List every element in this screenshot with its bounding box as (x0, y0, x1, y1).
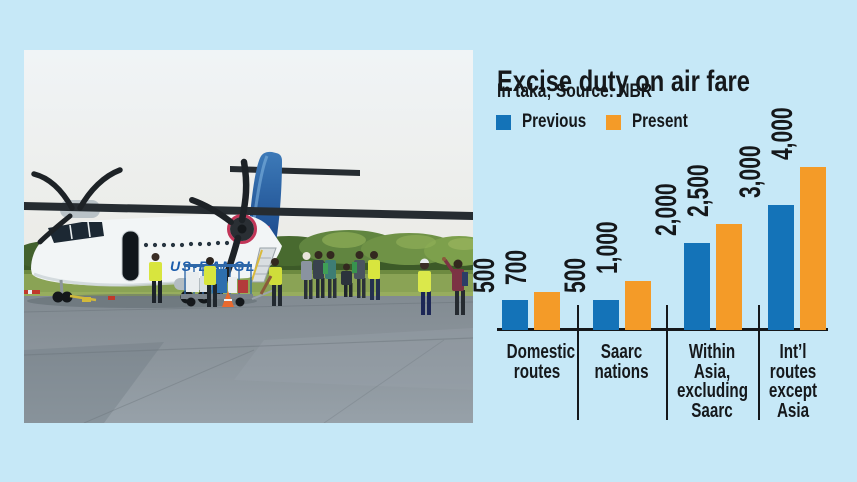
bar-value-label: 2,000 (649, 183, 683, 236)
passenger-1 (301, 252, 313, 299)
legend-label-previous: Previous (522, 111, 587, 132)
legend-swatch-present (606, 114, 622, 130)
bar-present (715, 224, 742, 330)
ground-crew-3 (259, 258, 282, 306)
tarmac (24, 296, 473, 423)
photographer (442, 257, 468, 315)
ground-crew-2 (204, 257, 217, 307)
passenger-3 (323, 251, 337, 298)
aircraft: US-BANGLA (24, 151, 473, 304)
airport-photo: US-BANGLA (24, 50, 473, 423)
bar-previous (592, 300, 619, 330)
category-divider (666, 305, 668, 420)
people (149, 251, 468, 315)
bar-value-label: 700 (500, 250, 533, 286)
ground-equipment (24, 290, 115, 302)
bar-previous (768, 205, 794, 330)
rear-stairs (251, 247, 277, 283)
cockpit-windows (48, 222, 104, 243)
bar-previous (683, 243, 710, 330)
ground-crew-4 (368, 251, 380, 300)
category-label: Within Asia, excluding Saarc (677, 341, 748, 422)
legend-swatch-previous (496, 114, 511, 130)
axis-baseline (497, 328, 828, 331)
bar-present (800, 167, 826, 330)
passenger-5 (352, 251, 366, 298)
category-divider (758, 305, 760, 420)
passenger-2 (313, 251, 325, 298)
bar-value-label: 2,500 (681, 164, 715, 217)
category-divider (577, 305, 579, 420)
bar-present (624, 281, 651, 330)
chart-subtitle: In taka; Source: NBR (497, 81, 652, 102)
ground-crew-5 (418, 258, 431, 315)
category-label: Int’l routes except Asia (768, 341, 818, 422)
chart-title: Excise duty on air fare (497, 65, 750, 99)
passenger-4 (341, 263, 353, 297)
propeller-left (31, 167, 123, 245)
aircraft-door (122, 231, 139, 281)
chart-legend: Previous Present (496, 111, 706, 132)
bar-value-label: 4,000 (766, 107, 799, 160)
wing (24, 202, 473, 220)
bar-previous (502, 300, 528, 330)
bar-value-label: 500 (468, 257, 501, 293)
legend-label-present: Present (632, 111, 689, 132)
airport-scene: US-BANGLA (24, 50, 473, 423)
bar-value-label: 500 (558, 257, 592, 293)
bar-value-label: 3,000 (734, 145, 767, 198)
bar-value-label: 1,000 (590, 221, 624, 274)
bar-present (534, 292, 560, 330)
category-label: Domestic routes (506, 341, 576, 383)
ground-crew-1 (149, 253, 162, 303)
category-label: Saarc nations (594, 341, 649, 383)
